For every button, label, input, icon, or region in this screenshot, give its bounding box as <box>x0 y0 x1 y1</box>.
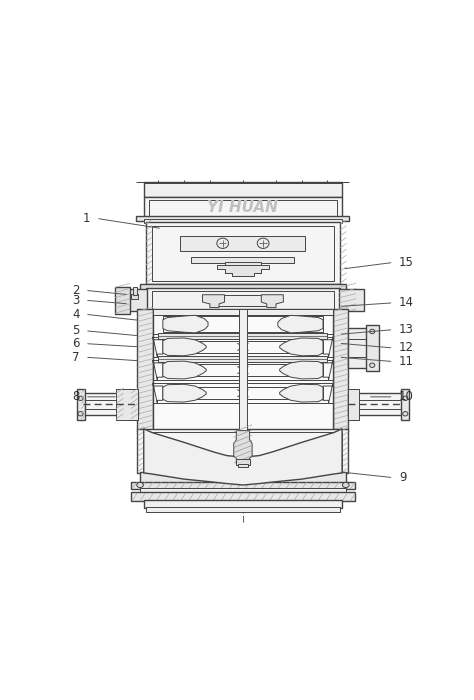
Polygon shape <box>280 338 323 356</box>
Ellipse shape <box>403 412 408 416</box>
Bar <box>153 309 333 430</box>
Text: 1: 1 <box>83 212 91 225</box>
Bar <box>239 309 246 430</box>
Polygon shape <box>261 295 283 307</box>
Text: 11: 11 <box>399 355 414 368</box>
Ellipse shape <box>370 329 375 334</box>
Ellipse shape <box>403 396 408 400</box>
Polygon shape <box>163 315 208 333</box>
Polygon shape <box>202 295 225 307</box>
Bar <box>236 459 250 466</box>
Ellipse shape <box>78 396 83 400</box>
Text: YI HUAN: YI HUAN <box>208 200 278 215</box>
Bar <box>116 389 138 419</box>
Bar <box>181 236 305 251</box>
Bar <box>144 181 342 197</box>
Polygon shape <box>278 315 323 333</box>
Text: 3: 3 <box>72 294 80 307</box>
Polygon shape <box>163 361 206 379</box>
Bar <box>146 288 340 313</box>
Text: 4: 4 <box>72 308 80 321</box>
Text: 6: 6 <box>72 337 80 350</box>
Text: 2: 2 <box>72 284 80 297</box>
Bar <box>115 286 130 314</box>
Bar <box>347 389 355 419</box>
Bar <box>339 289 364 312</box>
Polygon shape <box>234 430 252 463</box>
Ellipse shape <box>370 363 375 368</box>
Bar <box>158 333 328 340</box>
Bar <box>366 325 379 371</box>
Bar <box>238 464 248 468</box>
Text: 7: 7 <box>72 351 80 364</box>
Bar <box>144 219 342 223</box>
Bar <box>133 286 137 295</box>
Polygon shape <box>163 338 206 356</box>
Bar <box>82 393 138 415</box>
Bar <box>140 488 346 493</box>
Bar <box>163 316 323 332</box>
Bar <box>401 389 409 419</box>
Bar <box>163 364 323 376</box>
Polygon shape <box>217 265 269 277</box>
Bar <box>122 289 146 312</box>
Bar <box>131 482 355 489</box>
Bar <box>149 200 337 216</box>
Text: 13: 13 <box>399 323 414 336</box>
Bar <box>137 216 349 221</box>
Text: 15: 15 <box>399 256 414 269</box>
Polygon shape <box>144 429 342 485</box>
Bar <box>144 433 342 469</box>
Bar <box>348 328 370 368</box>
Bar <box>333 309 348 430</box>
Polygon shape <box>280 384 323 402</box>
Bar <box>153 309 333 315</box>
Bar <box>137 429 348 473</box>
Bar <box>146 222 340 284</box>
Bar <box>77 389 85 419</box>
Ellipse shape <box>343 482 349 488</box>
Text: 8: 8 <box>72 391 80 403</box>
Polygon shape <box>163 384 206 402</box>
Bar <box>158 356 328 363</box>
Ellipse shape <box>78 412 83 416</box>
Text: 10: 10 <box>399 391 414 403</box>
Bar <box>163 341 323 353</box>
Bar <box>131 293 138 299</box>
Bar <box>225 262 261 274</box>
Bar <box>131 492 355 501</box>
Polygon shape <box>280 361 323 379</box>
Bar <box>347 389 359 419</box>
Text: 12: 12 <box>399 342 414 354</box>
Bar <box>191 257 294 263</box>
Bar <box>137 309 153 430</box>
Bar <box>146 507 340 512</box>
Text: 5: 5 <box>72 324 80 337</box>
Bar <box>152 291 334 310</box>
Bar <box>140 284 346 290</box>
Bar <box>152 225 334 281</box>
Bar <box>217 295 269 306</box>
Text: 9: 9 <box>399 471 407 484</box>
Bar <box>163 387 323 399</box>
Text: 14: 14 <box>399 296 414 309</box>
Bar <box>347 393 405 415</box>
Bar <box>144 500 342 508</box>
Ellipse shape <box>137 482 143 488</box>
Bar <box>140 472 346 483</box>
Bar <box>131 389 138 419</box>
Bar <box>144 197 342 218</box>
